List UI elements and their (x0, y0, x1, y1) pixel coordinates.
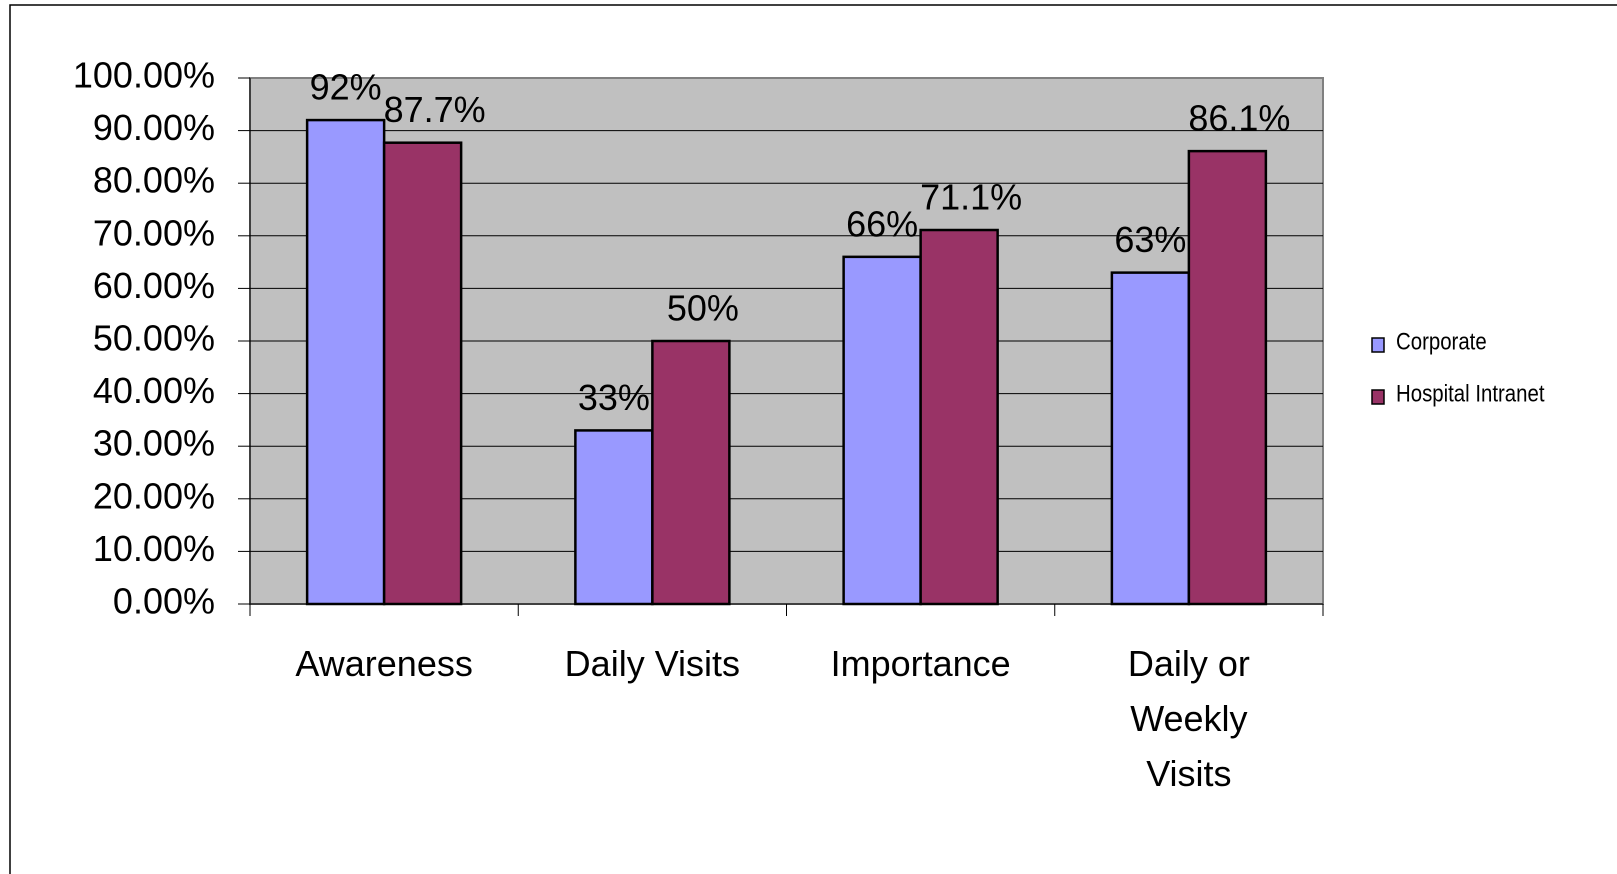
x-tick-label: Awareness (295, 643, 473, 684)
y-tick-label: 40.00% (93, 370, 215, 411)
value-label: 87.7% (384, 89, 486, 130)
value-label: 63% (1114, 219, 1186, 260)
bar (1187, 149, 1268, 606)
y-tick-label: 20.00% (93, 475, 215, 516)
y-tick-label: 50.00% (93, 318, 215, 359)
y-tick-label: 70.00% (93, 212, 215, 253)
value-label: 92% (310, 67, 382, 108)
value-label: 50% (667, 288, 739, 329)
y-tick-label: 90.00% (93, 107, 215, 148)
bar (1110, 271, 1191, 606)
bar (382, 141, 463, 606)
y-tick-label: 0.00% (113, 581, 215, 622)
legend-swatch (1371, 389, 1385, 405)
bar (919, 228, 999, 606)
bar (842, 255, 922, 606)
bar (305, 118, 386, 606)
bar (574, 429, 654, 606)
value-label: 33% (578, 377, 650, 418)
value-label: 71.1% (920, 177, 1022, 218)
y-tick-label: 30.00% (93, 423, 215, 464)
value-label: 86.1% (1188, 98, 1290, 139)
x-tick-label: Daily Visits (564, 643, 741, 684)
x-tick-label: Daily or Weekly Visits (1127, 643, 1250, 794)
y-tick-label: 80.00% (93, 160, 215, 201)
bar (651, 339, 731, 606)
y-tick-label: 10.00% (93, 528, 215, 569)
x-tick-label: Importance (830, 643, 1011, 684)
y-tick-label: 60.00% (93, 265, 215, 306)
legend-swatch (1371, 337, 1385, 353)
frame (9, 4, 1617, 874)
y-tick-label: 100.00% (73, 55, 215, 96)
legend-label: Corporate (1396, 328, 1487, 355)
legend-label: Hospital Intranet (1396, 380, 1545, 407)
value-label: 66% (846, 203, 918, 244)
